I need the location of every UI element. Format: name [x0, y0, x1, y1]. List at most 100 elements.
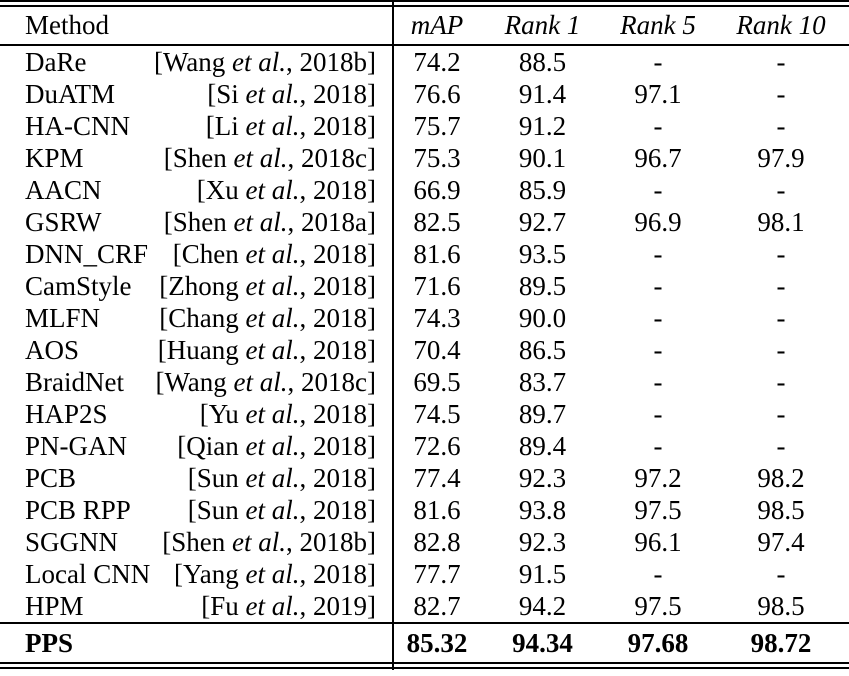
map-value: 77.7	[413, 558, 461, 589]
summary-separator-rule	[0, 622, 849, 624]
rank10-value: -	[776, 46, 786, 77]
rank5-value: 96.1	[634, 526, 682, 557]
header-separator-rule	[0, 44, 849, 46]
rank1-value: 94.2	[518, 590, 567, 621]
rank10-value: -	[776, 78, 786, 109]
rank1-value: 88.5	[518, 46, 567, 77]
rank1-value: 85.9	[518, 174, 567, 205]
summary-method-cell: PPS	[0, 628, 392, 659]
method-citation: [Sun et al., 2018]	[187, 494, 376, 525]
rank1-value: 92.3	[518, 526, 567, 557]
rank10-value: -	[776, 270, 786, 301]
method-cell: AOS [Huang et al., 2018]	[0, 335, 392, 366]
method-citation: [Shen et al., 2018c]	[163, 142, 376, 173]
rank1-value: 89.7	[518, 398, 567, 429]
table-row: PCB [Sun et al., 2018] 77.4 92.3 97.2 98…	[0, 462, 849, 494]
method-name: GSRW	[25, 206, 102, 237]
table-row: GSRW [Shen et al., 2018a] 82.5 92.7 96.9…	[0, 206, 849, 238]
method-cell: GSRW [Shen et al., 2018a]	[0, 207, 392, 238]
map-value: 74.3	[413, 302, 461, 333]
rank10-value: 97.9	[757, 142, 805, 173]
rank1-value: 86.5	[518, 334, 567, 365]
rank5-value: 96.9	[634, 206, 682, 237]
method-name: AOS	[25, 334, 80, 365]
rank1-value: 91.4	[518, 78, 567, 109]
top-double-rule	[0, 0, 849, 7]
method-cell: DaRe [Wang et al., 2018b]	[0, 47, 392, 78]
table-row: AOS [Huang et al., 2018] 70.4 86.5 - -	[0, 334, 849, 366]
method-citation: [Chen et al., 2018]	[172, 238, 376, 269]
table-row: AACN [Xu et al., 2018] 66.9 85.9 - -	[0, 174, 849, 206]
rank10-value: 98.1	[757, 206, 805, 237]
map-value: 81.6	[413, 238, 461, 269]
rank5-value: 97.2	[634, 462, 682, 493]
method-name: HAP2S	[25, 398, 108, 429]
rank1-value: 90.0	[518, 302, 567, 333]
map-value: 75.3	[413, 142, 461, 173]
header-rank5-label: Rank 5	[620, 10, 696, 40]
rank5-value: -	[653, 174, 663, 205]
method-citation: [Xu et al., 2018]	[196, 174, 376, 205]
method-cell: MLFN [Chang et al., 2018]	[0, 303, 392, 334]
method-name: PCB RPP	[25, 494, 131, 525]
rank10-value: -	[776, 398, 786, 429]
method-citation: [Yang et al., 2018]	[173, 558, 376, 589]
rank5-value: 97.1	[634, 78, 682, 109]
rank5-value: 96.7	[634, 142, 682, 173]
rank10-value: -	[776, 366, 786, 397]
header-method-cell: Method	[0, 10, 392, 41]
method-cell: HPM [Fu et al., 2019]	[0, 591, 392, 622]
column-divider-rule	[392, 1, 394, 670]
rank10-value: 98.5	[757, 494, 805, 525]
map-value: 72.6	[413, 430, 461, 461]
method-name: HA-CNN	[25, 110, 130, 141]
method-name: KPM	[25, 142, 84, 173]
table-body: DaRe [Wang et al., 2018b] 74.2 88.5 - - …	[0, 46, 849, 622]
method-name: AACN	[25, 174, 102, 205]
summary-rank5-value: 97.68	[627, 627, 689, 658]
map-value: 69.5	[413, 366, 461, 397]
table-row: KPM [Shen et al., 2018c] 75.3 90.1 96.7 …	[0, 142, 849, 174]
rank5-value: 97.5	[634, 494, 682, 525]
header-rank1-label: Rank 1	[504, 10, 581, 40]
rank10-value: -	[776, 430, 786, 461]
method-citation: [Fu et al., 2019]	[201, 590, 376, 621]
method-name: HPM	[25, 590, 84, 621]
method-citation: [Chang et al., 2018]	[159, 302, 376, 333]
method-cell: KPM [Shen et al., 2018c]	[0, 143, 392, 174]
rank5-value: -	[653, 46, 663, 77]
method-cell: HAP2S [Yu et al., 2018]	[0, 399, 392, 430]
rank1-value: 92.7	[518, 206, 567, 237]
rank10-value: -	[776, 110, 786, 141]
rank1-value: 91.5	[518, 558, 567, 589]
method-cell: PCB RPP [Sun et al., 2018]	[0, 495, 392, 526]
rank10-value: 98.2	[757, 462, 805, 493]
rank10-value: -	[776, 302, 786, 333]
rank5-value: -	[653, 302, 663, 333]
table-row: PCB RPP [Sun et al., 2018] 81.6 93.8 97.…	[0, 494, 849, 526]
rank5-value: -	[653, 270, 663, 301]
rank5-value: -	[653, 558, 663, 589]
rank1-value: 89.5	[518, 270, 567, 301]
rank1-value: 93.8	[518, 494, 567, 525]
summary-rank1-value: 94.34	[512, 627, 573, 658]
method-cell: BraidNet [Wang et al., 2018c]	[0, 367, 392, 398]
header-rank10-label: Rank 10	[736, 10, 826, 40]
summary-rank10-value: 98.72	[750, 627, 812, 658]
method-cell: PCB [Sun et al., 2018]	[0, 463, 392, 494]
rank5-value: -	[653, 430, 663, 461]
method-cell: PN-GAN [Qian et al., 2018]	[0, 431, 392, 462]
method-citation: [Sun et al., 2018]	[187, 462, 376, 493]
method-name: DuATM	[25, 78, 116, 109]
map-value: 82.7	[413, 590, 461, 621]
rank1-value: 91.2	[518, 110, 567, 141]
table-row: HPM [Fu et al., 2019] 82.7 94.2 97.5 98.…	[0, 590, 849, 622]
method-citation: [Huang et al., 2018]	[157, 334, 376, 365]
bottom-double-rule	[0, 662, 849, 669]
method-name: DNN_CRF	[25, 238, 149, 269]
table-row: DNN_CRF [Chen et al., 2018] 81.6 93.5 - …	[0, 238, 849, 270]
header-map-label: mAP	[410, 10, 464, 40]
rank10-value: -	[776, 334, 786, 365]
map-value: 74.5	[413, 398, 461, 429]
